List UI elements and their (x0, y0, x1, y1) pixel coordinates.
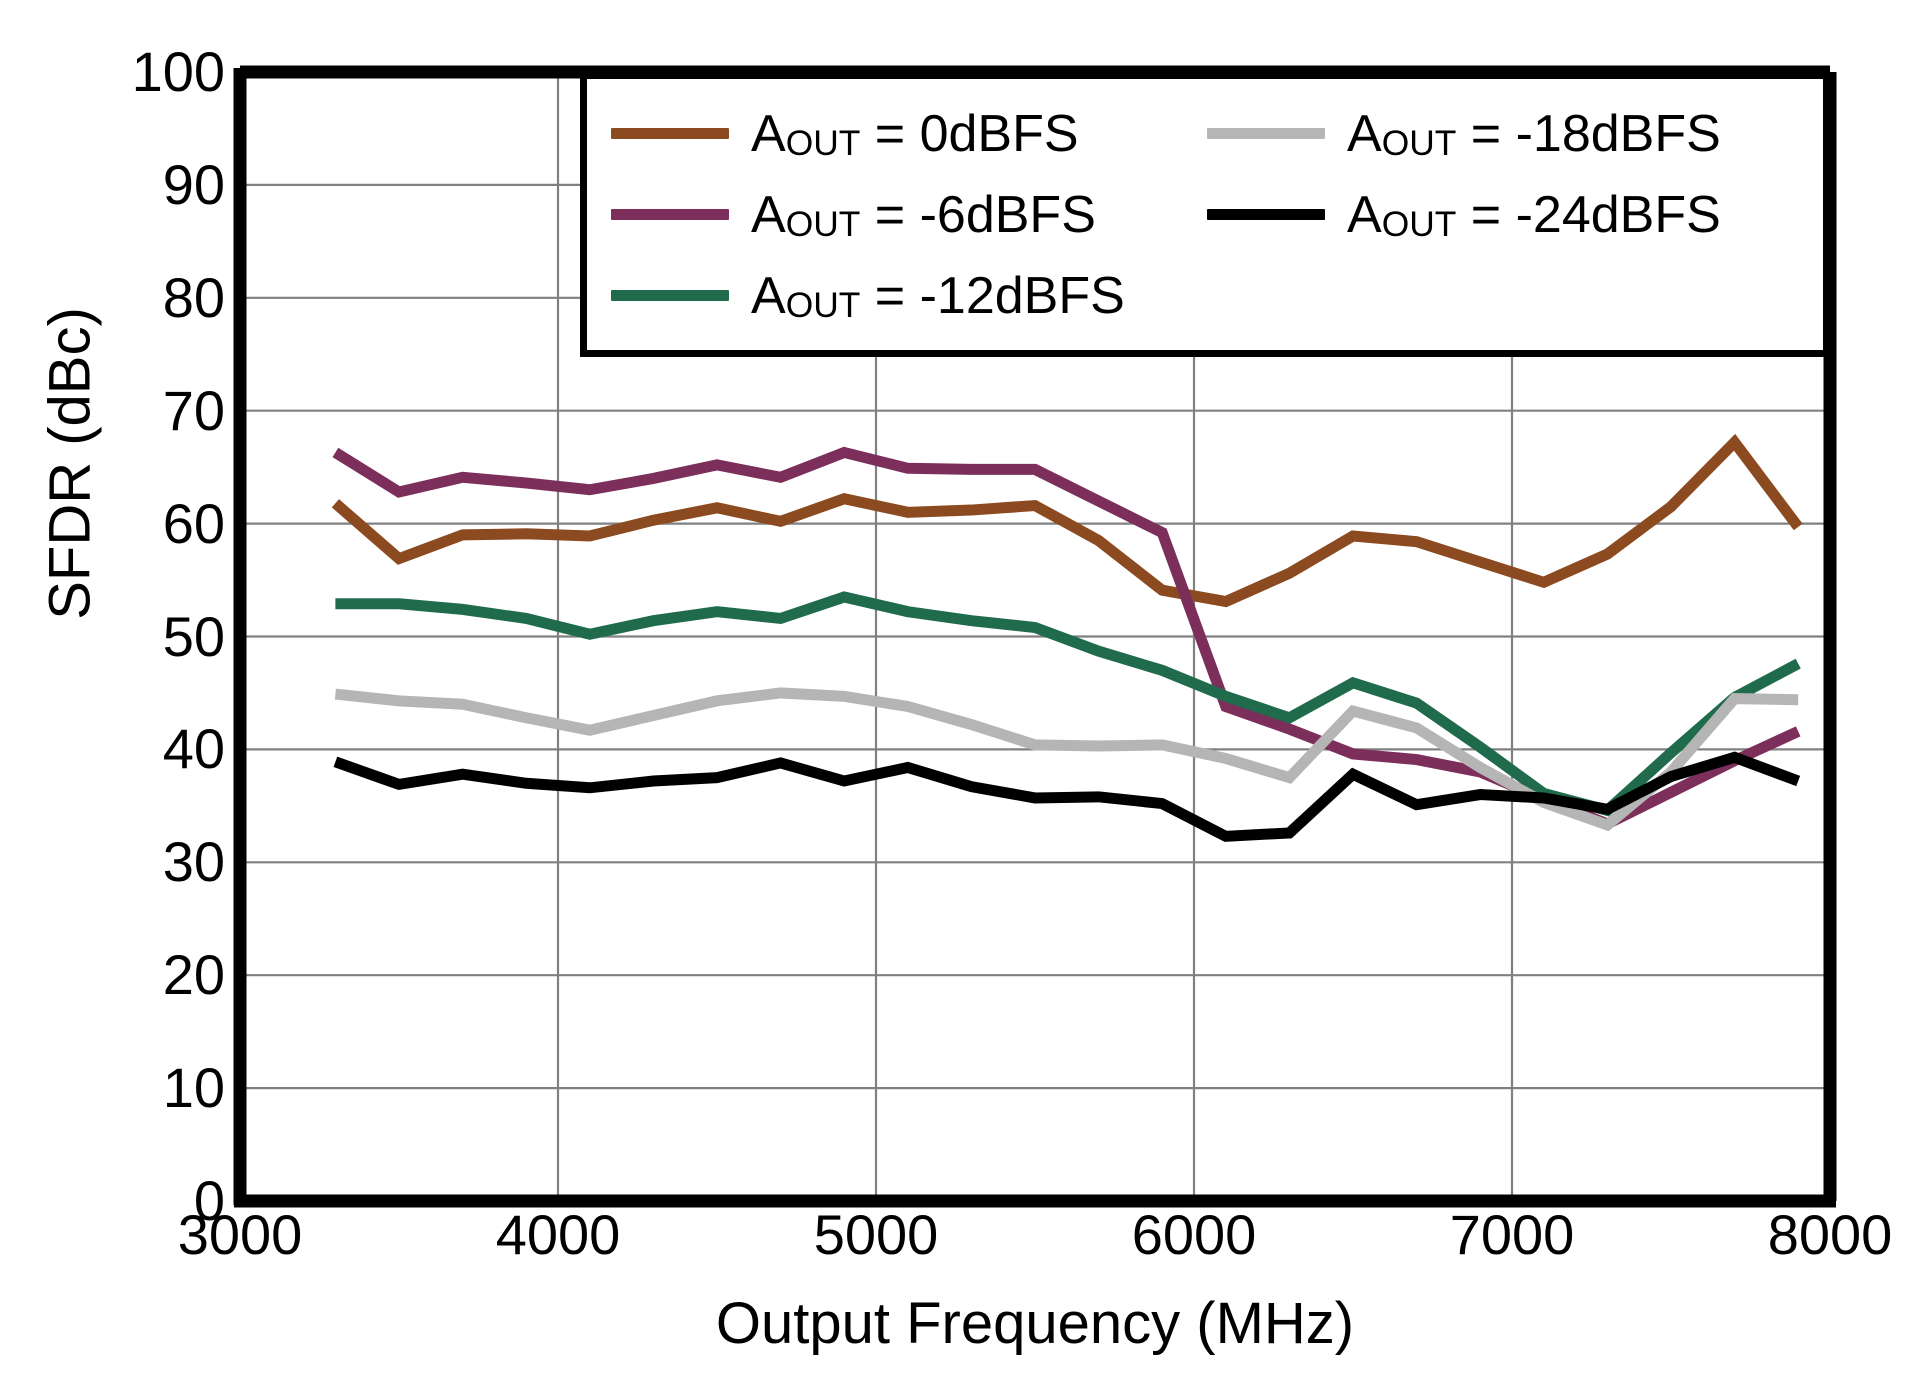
legend-swatch-m18dbfs (1207, 128, 1325, 139)
legend-item-m12dbfs[interactable]: AOUT = -12dBFS (611, 266, 1207, 326)
y-axis-tick-label: 70 (162, 378, 225, 442)
legend-label-m24dbfs: AOUT = -24dBFS (1347, 185, 1721, 245)
legend-label-m18dbfs: AOUT = -18dBFS (1347, 104, 1721, 164)
y-axis-tick-label: 50 (162, 604, 225, 668)
x-axis-tick-label: 8000 (1767, 1203, 1893, 1266)
legend-item-0dbfs[interactable]: AOUT = 0dBFS (611, 104, 1207, 164)
legend-label-m12dbfs: AOUT = -12dBFS (751, 266, 1125, 326)
legend-swatch-m6dbfs (611, 209, 729, 220)
x-axis-tick-label: 7000 (1449, 1203, 1575, 1266)
y-axis-tick-label: 100 (131, 40, 225, 103)
y-axis-tick-label: 60 (162, 491, 225, 555)
legend-label-m6dbfs: AOUT = -6dBFS (751, 185, 1096, 245)
legend-item-m24dbfs[interactable]: AOUT = -24dBFS (1207, 185, 1803, 245)
y-axis-tick-labels: 0 10 20 30 40 50 60 70 80 90 100 (0, 0, 225, 1382)
x-axis-tick-label: 3000 (177, 1203, 303, 1266)
y-axis-tick-label: 10 (162, 1056, 225, 1120)
x-axis-title: Output Frequency (MHz) (715, 1291, 1355, 1356)
legend-swatch-m24dbfs (1207, 209, 1325, 220)
series-line-2 (335, 591, 1801, 817)
y-axis-tick-label: 40 (162, 717, 225, 781)
x-axis-tick-label: 6000 (1131, 1203, 1257, 1266)
y-axis-tick-label: 0 (193, 1169, 225, 1232)
legend-item-m18dbfs[interactable]: AOUT = -18dBFS (1207, 104, 1803, 164)
data-series-group (331, 433, 1803, 842)
legend-label-0dbfs: AOUT = 0dBFS (751, 104, 1079, 164)
y-axis-tick-label: 20 (162, 943, 225, 1007)
x-axis-tick-label: 4000 (495, 1203, 621, 1266)
legend-swatch-m12dbfs (611, 290, 729, 301)
legend: AOUT = 0dBFS AOUT = -18dBFS AOUT = -6dBFS A… (580, 72, 1830, 357)
legend-item-m6dbfs[interactable]: AOUT = -6dBFS (611, 185, 1207, 245)
y-axis-tick-label: 80 (162, 265, 225, 329)
series-line-0 (331, 433, 1803, 608)
series-line-3 (334, 687, 1799, 832)
y-axis-tick-label: 90 (162, 152, 225, 216)
series-line-4 (333, 751, 1801, 842)
legend-swatch-0dbfs (611, 128, 729, 139)
y-axis-tick-label: 30 (162, 830, 225, 894)
x-axis-tick-label: 5000 (813, 1203, 939, 1266)
